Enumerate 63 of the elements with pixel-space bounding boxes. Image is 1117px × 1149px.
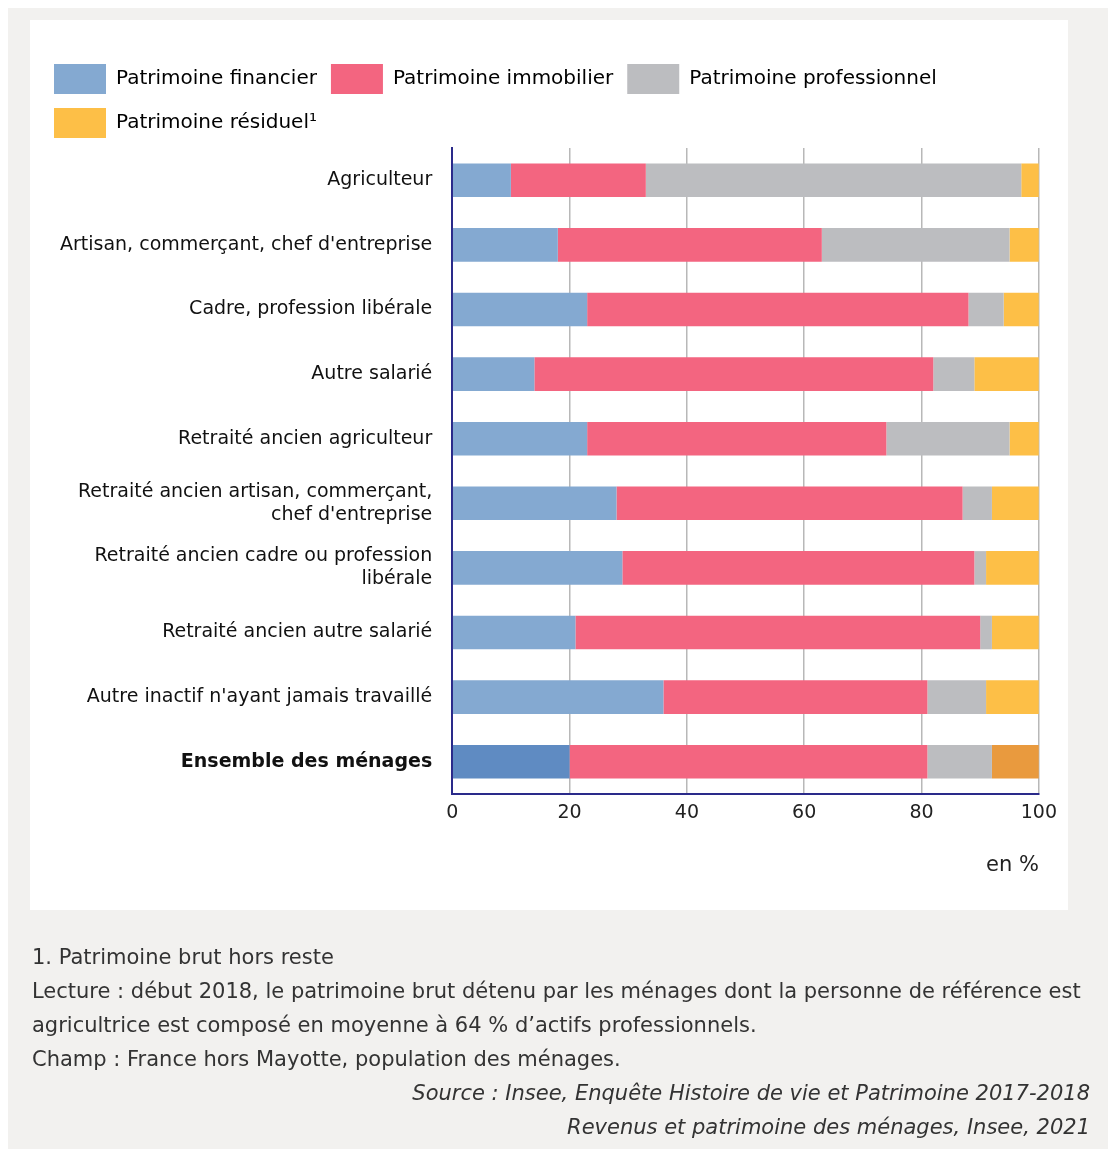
bar: [986, 551, 1039, 585]
bar: [452, 228, 558, 262]
bar: [1021, 163, 1039, 198]
bar: [991, 486, 1039, 521]
legend-label: Patrimoine résiduel¹: [116, 109, 317, 134]
y-tick-label: Artisan, commerçant, chef d'entreprise: [59, 231, 433, 254]
text: Lecture : début 2018, le patrimoine brut détenu par les ménages dont la personne de référence est agricultrice est composé en moyenne à 64 % d’actifs professionnels.: [32, 978, 1082, 1039]
x-tick-label: 80: [909, 800, 934, 823]
bar: [569, 744, 928, 779]
text: Champ : France hors Mayotte, population des ménages.: [32, 1046, 622, 1073]
bar: [510, 163, 646, 198]
y-tick-label: Agriculteur: [327, 167, 433, 190]
bar: [452, 292, 588, 327]
bar: [575, 615, 981, 650]
source-note: Source : Insee, Enquête Histoire de vie et Patrimoine 2017-2018: [411, 1080, 1090, 1107]
text: Revenus et patrimoine des ménages, Insee, 2021: [566, 1114, 1090, 1141]
bar: [452, 551, 623, 585]
bar: [991, 744, 1039, 779]
bar: [587, 292, 969, 327]
bar: [1009, 421, 1039, 456]
x-tick-label: 100: [1020, 800, 1057, 823]
bar: [968, 292, 1004, 327]
bar: [557, 228, 822, 262]
bar: [663, 680, 928, 714]
bar: [986, 680, 1039, 714]
text: 1. Patrimoine brut hors reste: [32, 944, 335, 971]
x-tick-label: 20: [557, 800, 582, 823]
bar: [452, 357, 535, 391]
bar: [622, 551, 975, 585]
bar: [452, 615, 576, 650]
bar: [452, 163, 511, 198]
bar: [980, 615, 992, 650]
bar: [452, 680, 664, 714]
bar: [587, 421, 887, 456]
bar: [974, 551, 987, 585]
y-tick-label: Retraité ancien agriculteur: [178, 425, 433, 448]
y-tick-label: Autre salarié: [311, 361, 433, 384]
x-tick-label: 0: [446, 800, 459, 823]
bar: [1003, 292, 1039, 327]
bar: [962, 486, 992, 521]
y-tick-label: Retraité ancien cadre ou profession libérale: [94, 543, 433, 589]
legend-label: Patrimoine professionnel: [689, 65, 937, 90]
bar: [933, 357, 975, 391]
bar: [616, 486, 963, 521]
x-tick-label: 40: [674, 800, 699, 823]
bar: [991, 615, 1039, 650]
bar: [1009, 228, 1039, 262]
y-tick-label: Cadre, profession libérale: [189, 296, 433, 319]
legend-label: Patrimoine immobilier: [392, 65, 615, 90]
bar: [452, 486, 617, 521]
y-tick-label: Retraité ancien autre salarié: [162, 619, 433, 642]
x-tick-label: 60: [792, 800, 817, 823]
bar: [534, 357, 934, 391]
legend-label: Patrimoine financier: [116, 65, 318, 90]
bar: [927, 744, 992, 779]
y-tick-label: Autre inactif n'ayant jamais travaillé: [86, 684, 433, 707]
y-tick-label: Ensemble des ménages: [180, 748, 433, 771]
bar: [452, 744, 570, 779]
bar: [927, 680, 987, 714]
y-tick-label: Retraité ancien artisan, commerçant, chef d'entreprise: [78, 478, 433, 524]
x-axis-title: en %: [986, 851, 1039, 876]
bar: [452, 421, 588, 456]
bar: [974, 357, 1039, 391]
